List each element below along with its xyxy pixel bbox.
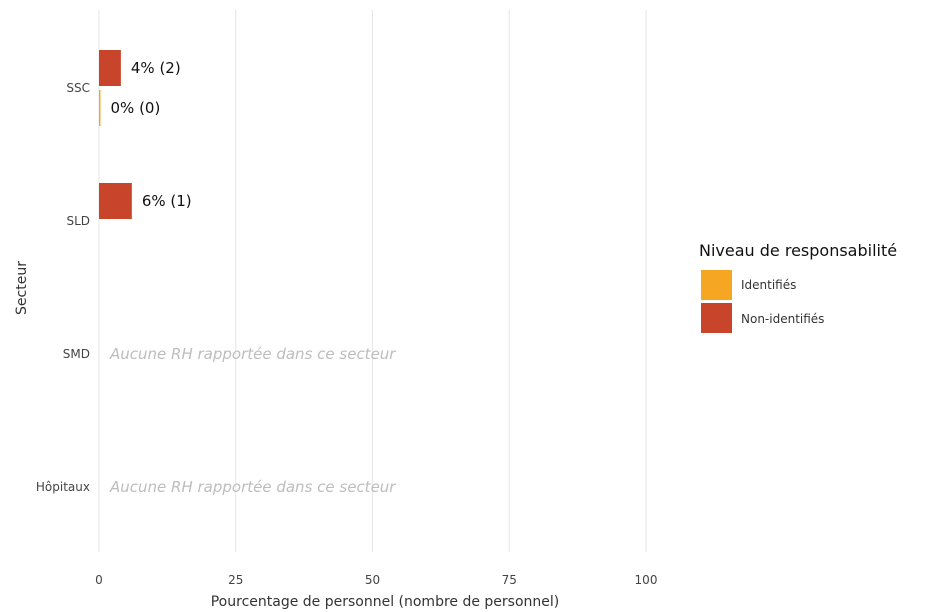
y-axis-title: Secteur: [14, 261, 30, 315]
y-tick-labels: SSC SLD SMD Hôpitaux: [36, 81, 90, 494]
bars: [99, 50, 132, 219]
y-tick-label-0: SSC: [66, 81, 90, 95]
bar-non-identifi-s-1: [99, 183, 132, 219]
x-tick-labels: 0 25 50 75 100: [95, 573, 657, 587]
bar-non-identifi-s-0: [99, 50, 121, 86]
x-tick-label-0: 0: [95, 573, 103, 587]
legend-title: Niveau de responsabilité: [699, 241, 897, 260]
data-label-1-1: 6% (1): [142, 192, 192, 210]
x-axis-title: Pourcentage de personnel (nombre de pers…: [211, 594, 560, 610]
y-tick-label-2: SMD: [63, 347, 90, 361]
x-tick-label-50: 50: [365, 573, 380, 587]
legend-label-non-identifies: Non-identifiés: [741, 312, 824, 326]
x-tick-label-100: 100: [635, 573, 658, 587]
legend-swatch-non-identifies: [701, 303, 732, 333]
y-tick-label-1: SLD: [66, 214, 90, 228]
empty-note-2: Aucune RH rapportée dans ce secteur: [109, 345, 396, 363]
x-tick-label-25: 25: [228, 573, 243, 587]
legend: Niveau de responsabilité Identifiés Non-…: [699, 241, 897, 333]
grid-lines: [98, 10, 647, 552]
legend-swatch-identifies: [701, 270, 732, 300]
data-label-0-0: 0% (0): [111, 99, 161, 117]
empty-note-3: Aucune RH rapportée dans ce secteur: [109, 478, 396, 496]
data-label-1-0: 4% (2): [131, 59, 181, 77]
data-labels: 4% (2) 0% (0) 6% (1): [111, 59, 192, 210]
legend-label-identifies: Identifiés: [741, 278, 796, 292]
x-tick-label-75: 75: [502, 573, 517, 587]
bar-identifi-s-0: [99, 90, 101, 126]
y-tick-label-3: Hôpitaux: [36, 480, 90, 494]
empty-sector-notes: Aucune RH rapportée dans ce secteur Aucun…: [109, 345, 396, 496]
